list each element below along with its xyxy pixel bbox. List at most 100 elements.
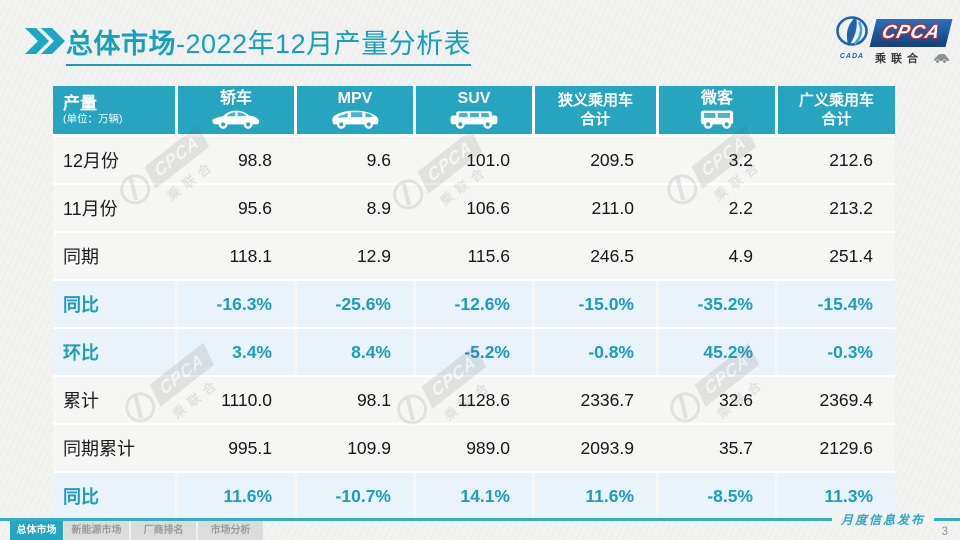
header-cell-sedan: 轿车: [175, 86, 294, 134]
microvan-icon: [690, 109, 744, 130]
value-cell: 989.0: [413, 425, 532, 471]
chevron-double-icon: [25, 28, 65, 59]
footer-tab-market-analysis[interactable]: 市场分析: [198, 521, 263, 540]
value-cell: 98.1: [294, 377, 413, 423]
page-title: 总体市场-2022年12月产量分析表: [66, 22, 472, 66]
value-cell: 32.6: [656, 377, 775, 423]
value-cell: 251.4: [775, 233, 895, 279]
value-cell: 11.6%: [175, 473, 294, 519]
cpca-text: CPCA: [879, 22, 943, 43]
table-row-mom: 环比 3.4% 8.4% -5.2% -0.8% 45.2% -0.3%: [53, 327, 895, 375]
value-cell: 2129.6: [775, 425, 895, 471]
value-cell: -12.6%: [413, 281, 532, 327]
header-unit-label: (单位：万辆): [63, 113, 123, 125]
cpca-subtitle: 乘联合: [875, 50, 949, 66]
row-label: 累计: [53, 377, 175, 423]
mpv-icon: [328, 109, 382, 130]
footer-divider: [0, 518, 960, 521]
row-label: 同期: [53, 233, 175, 279]
value-cell: 3.4%: [175, 329, 294, 375]
suv-icon: [447, 109, 501, 130]
broad-pv-label-line1: 广义乘用车: [798, 92, 874, 109]
value-cell: 12.9: [294, 233, 413, 279]
header-cell-mpv: MPV: [294, 86, 413, 134]
monthly-info-label: 月度信息发布: [831, 511, 934, 528]
value-cell: -10.7%: [294, 473, 413, 519]
car-icon: [934, 53, 949, 64]
value-cell: -8.5%: [656, 473, 775, 519]
suv-label: SUV: [457, 90, 491, 107]
footer-tab-nev-market[interactable]: 新能源市场: [64, 521, 129, 540]
value-cell: 2369.4: [775, 377, 895, 423]
microvan-label: 微客: [700, 90, 733, 107]
value-cell: -0.3%: [775, 329, 895, 375]
row-label: 11月份: [53, 185, 175, 231]
value-cell: 2336.7: [532, 377, 656, 423]
value-cell: 212.6: [775, 137, 895, 183]
value-cell: -5.2%: [413, 329, 532, 375]
row-label: 同期累计: [53, 425, 175, 471]
value-cell: 995.1: [175, 425, 294, 471]
cpca-wordmark: CPCA: [869, 19, 953, 47]
value-cell: -16.3%: [175, 281, 294, 327]
value-cell: 211.0: [532, 185, 656, 231]
value-cell: 9.6: [294, 137, 413, 183]
row-label: 同比: [53, 281, 175, 327]
page-number: 3: [941, 526, 948, 538]
footer-tab-oem-ranking[interactable]: 厂商排名: [131, 521, 196, 540]
value-cell: 35.7: [656, 425, 775, 471]
footer-tab-overall-market[interactable]: 总体市场: [10, 521, 63, 540]
value-cell: 246.5: [532, 233, 656, 279]
page-title-rest: -2022年12月产量分析表: [176, 29, 472, 59]
cada-label: CADA: [839, 53, 865, 60]
table-row-same-period: 同期 118.1 12.9 115.6 246.5 4.9 251.4: [53, 231, 895, 279]
value-cell: -15.4%: [775, 281, 895, 327]
value-cell: 14.1%: [413, 473, 532, 519]
table-row-yoy: 同比 -16.3% -25.6% -12.6% -15.0% -35.2% -1…: [53, 279, 895, 327]
header-production-label: 产量: [63, 94, 97, 113]
value-cell: 2093.9: [532, 425, 656, 471]
value-cell: 118.1: [175, 233, 294, 279]
value-cell: 8.9: [294, 185, 413, 231]
table-row-cumulative-same-period: 同期累计 995.1 109.9 989.0 2093.9 35.7 2129.…: [53, 423, 895, 471]
value-cell: 1128.6: [413, 377, 532, 423]
header-cell-production: 产量 (单位：万辆): [53, 86, 175, 134]
value-cell: 101.0: [413, 137, 532, 183]
value-cell: -35.2%: [656, 281, 775, 327]
row-label: 环比: [53, 329, 175, 375]
chenglianhe-label: 乘联合: [875, 53, 923, 65]
value-cell: 45.2%: [656, 329, 775, 375]
table-row-nov: 11月份 95.6 8.9 106.6 211.0 2.2 213.2: [53, 183, 895, 231]
broad-pv-label-line2: 合计: [821, 111, 852, 128]
cpca-emblem-icon: CADA: [833, 15, 871, 60]
narrow-pv-label-line1: 狭义乘用车: [557, 92, 633, 109]
cpca-logo: CADA CPCA 乘联合: [833, 13, 953, 67]
value-cell: 3.2: [656, 137, 775, 183]
table-row-cumulative: 累计 1110.0 98.1 1128.6 2336.7 32.6 2369.4: [53, 375, 895, 423]
value-cell: 115.6: [413, 233, 532, 279]
header-cell-microvan: 微客: [656, 86, 775, 134]
value-cell: -25.6%: [294, 281, 413, 327]
table-row-cumulative-yoy: 同比 11.6% -10.7% 14.1% 11.6% -8.5% 11.3%: [53, 471, 895, 519]
sedan-label: 轿车: [219, 90, 252, 107]
mpv-label: MPV: [337, 90, 373, 107]
value-cell: 98.8: [175, 137, 294, 183]
page-title-strong: 总体市场: [66, 29, 176, 59]
value-cell: 95.6: [175, 185, 294, 231]
value-cell: 1110.0: [175, 377, 294, 423]
row-label: 同比: [53, 473, 175, 519]
value-cell: 8.4%: [294, 329, 413, 375]
header-cell-narrow-pv: 狭义乘用车 合计: [532, 86, 656, 134]
narrow-pv-label-line2: 合计: [580, 111, 611, 128]
value-cell: 109.9: [294, 425, 413, 471]
value-cell: 106.6: [413, 185, 532, 231]
table-row-dec: 12月份 98.8 9.6 101.0 209.5 3.2 212.6: [53, 134, 895, 183]
value-cell: 213.2: [775, 185, 895, 231]
production-table: 产量 (单位：万辆) 轿车 MPV: [53, 86, 895, 519]
header-cell-suv: SUV: [413, 86, 532, 134]
value-cell: -15.0%: [532, 281, 656, 327]
sedan-icon: [209, 109, 263, 130]
value-cell: -0.8%: [532, 329, 656, 375]
value-cell: 209.5: [532, 137, 656, 183]
